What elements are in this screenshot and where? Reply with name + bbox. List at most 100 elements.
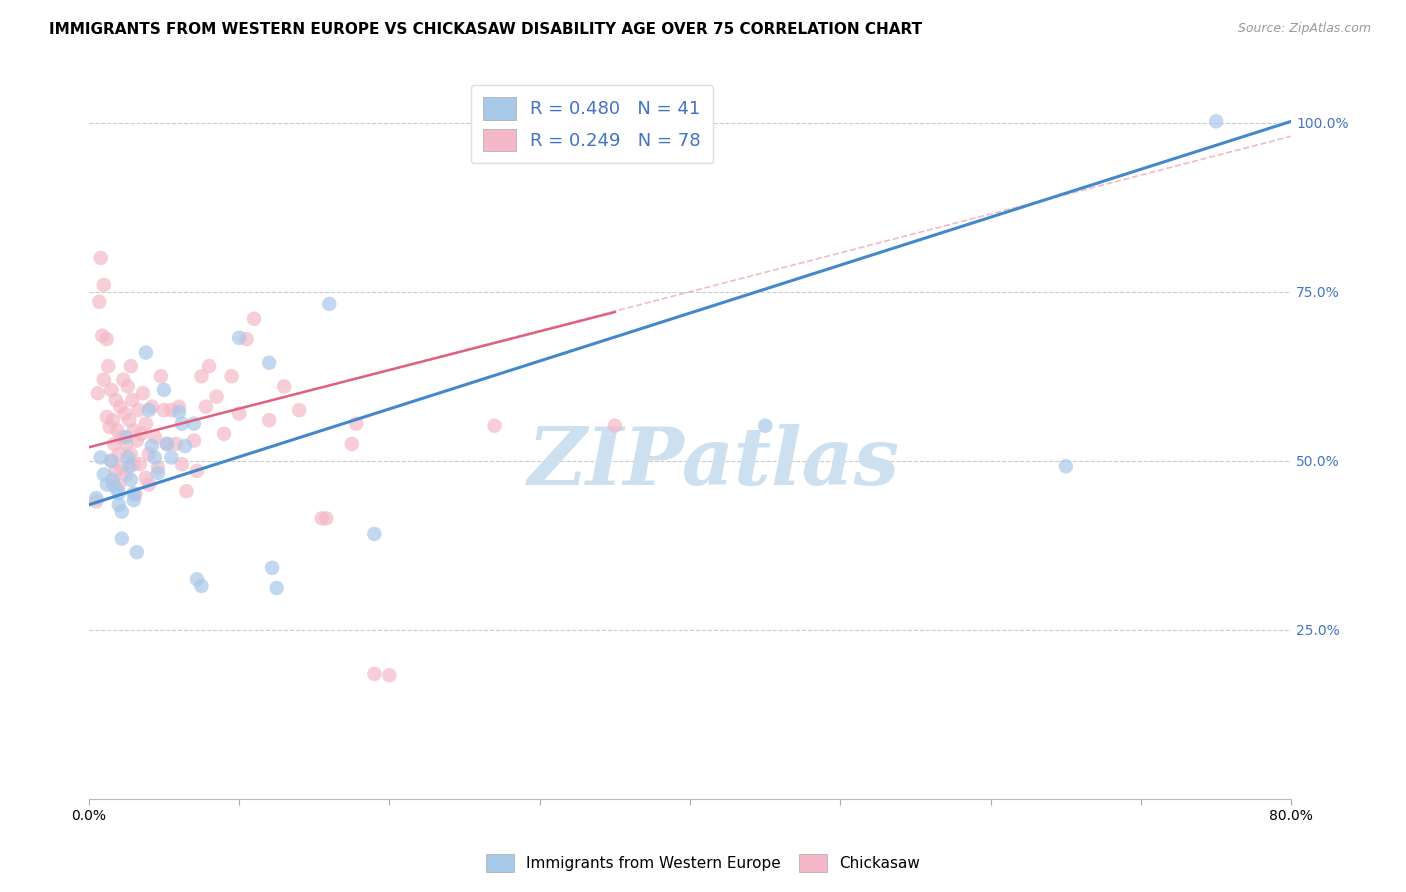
- Point: [160, 403, 183, 417]
- Point: [128, 457, 150, 471]
- Point: [104, 392, 127, 407]
- Point: [235, 332, 257, 346]
- Point: [93, 373, 115, 387]
- Point: [153, 403, 176, 417]
- Point: [104, 481, 127, 495]
- Point: [228, 331, 250, 345]
- Point: [96, 332, 118, 346]
- Point: [122, 493, 145, 508]
- Point: [107, 498, 129, 512]
- Point: [141, 439, 163, 453]
- Point: [165, 437, 187, 451]
- Point: [91, 328, 114, 343]
- Point: [221, 369, 243, 384]
- Point: [153, 383, 176, 397]
- Point: [100, 454, 122, 468]
- Point: [135, 471, 157, 485]
- Point: [101, 413, 124, 427]
- Point: [127, 403, 149, 417]
- Point: [131, 426, 153, 441]
- Point: [125, 545, 148, 559]
- Point: [101, 473, 124, 487]
- Point: [90, 251, 112, 265]
- Point: [344, 417, 367, 431]
- Point: [363, 667, 385, 681]
- Point: [363, 527, 385, 541]
- Point: [176, 484, 198, 499]
- Point: [156, 437, 179, 451]
- Point: [146, 460, 169, 475]
- Point: [170, 417, 193, 431]
- Point: [141, 400, 163, 414]
- Point: [96, 477, 118, 491]
- Point: [122, 424, 145, 438]
- Text: IMMIGRANTS FROM WESTERN EUROPE VS CHICKASAW DISABILITY AGE OVER 75 CORRELATION C: IMMIGRANTS FROM WESTERN EUROPE VS CHICKA…: [49, 22, 922, 37]
- Point: [170, 457, 193, 471]
- Point: [97, 359, 120, 373]
- Point: [257, 356, 280, 370]
- Point: [311, 511, 333, 525]
- Point: [93, 277, 115, 292]
- Point: [205, 390, 228, 404]
- Point: [484, 418, 506, 433]
- Point: [100, 454, 122, 468]
- Point: [146, 466, 169, 480]
- Point: [122, 486, 145, 500]
- Legend: Immigrants from Western Europe, Chickasaw: Immigrants from Western Europe, Chickasa…: [478, 846, 928, 880]
- Point: [149, 369, 172, 384]
- Point: [266, 581, 288, 595]
- Point: [115, 430, 138, 444]
- Point: [121, 392, 143, 407]
- Point: [118, 459, 141, 474]
- Point: [143, 430, 166, 444]
- Point: [138, 477, 160, 491]
- Point: [117, 379, 139, 393]
- Point: [257, 413, 280, 427]
- Point: [340, 437, 363, 451]
- Point: [243, 311, 266, 326]
- Point: [138, 403, 160, 417]
- Point: [120, 359, 142, 373]
- Point: [118, 413, 141, 427]
- Point: [120, 473, 142, 487]
- Point: [167, 400, 190, 414]
- Point: [104, 464, 127, 478]
- Point: [143, 450, 166, 465]
- Point: [111, 505, 134, 519]
- Point: [84, 494, 107, 508]
- Point: [273, 379, 295, 393]
- Point: [160, 450, 183, 465]
- Point: [107, 447, 129, 461]
- Point: [190, 369, 212, 384]
- Point: [190, 579, 212, 593]
- Point: [183, 417, 205, 431]
- Point: [186, 572, 208, 586]
- Point: [603, 418, 626, 433]
- Point: [125, 434, 148, 448]
- Point: [195, 400, 218, 414]
- Point: [754, 418, 776, 433]
- Point: [107, 477, 129, 491]
- Point: [110, 400, 132, 414]
- Point: [107, 486, 129, 500]
- Point: [1054, 459, 1077, 474]
- Point: [93, 467, 115, 482]
- Point: [103, 437, 125, 451]
- Point: [100, 383, 122, 397]
- Point: [115, 467, 138, 482]
- Point: [183, 434, 205, 448]
- Point: [212, 426, 235, 441]
- Point: [90, 450, 112, 465]
- Point: [174, 439, 197, 453]
- Point: [111, 532, 134, 546]
- Point: [135, 417, 157, 431]
- Point: [262, 560, 284, 574]
- Point: [115, 437, 138, 451]
- Point: [120, 447, 142, 461]
- Text: ZIPatlas: ZIPatlas: [529, 425, 900, 502]
- Point: [105, 424, 128, 438]
- Point: [378, 668, 401, 682]
- Point: [315, 511, 337, 525]
- Point: [124, 488, 146, 502]
- Point: [122, 457, 145, 471]
